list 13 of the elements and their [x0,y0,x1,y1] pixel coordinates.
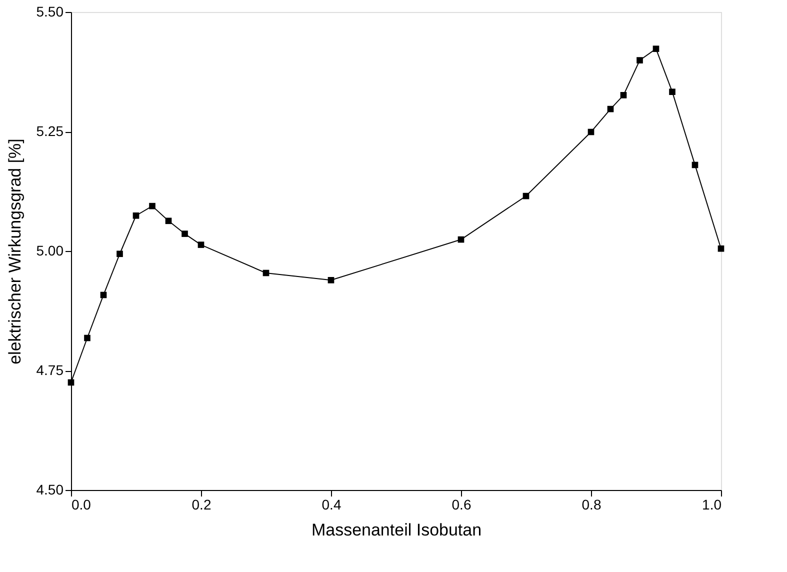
y-tick-label: 5.25 [36,123,64,139]
x-axis-title: Massenanteil Isobutan [311,520,482,540]
x-tick-label: 0.8 [582,496,602,512]
x-tick-label: 0.2 [192,496,212,512]
x-tick-label: 0.4 [322,496,342,512]
y-tick-label: 5.00 [36,242,64,258]
y-tick-label: 5.50 [36,4,64,20]
x-tick-label: 0.0 [72,496,92,512]
y-axis-title: elektrischer Wirkungsgrad [%] [5,138,24,364]
y-tick-label: 4.50 [36,482,64,498]
y-tick-label: 4.75 [36,362,64,378]
x-tick-label: 0.6 [452,496,472,512]
x-tick-label: 1.0 [702,496,722,512]
